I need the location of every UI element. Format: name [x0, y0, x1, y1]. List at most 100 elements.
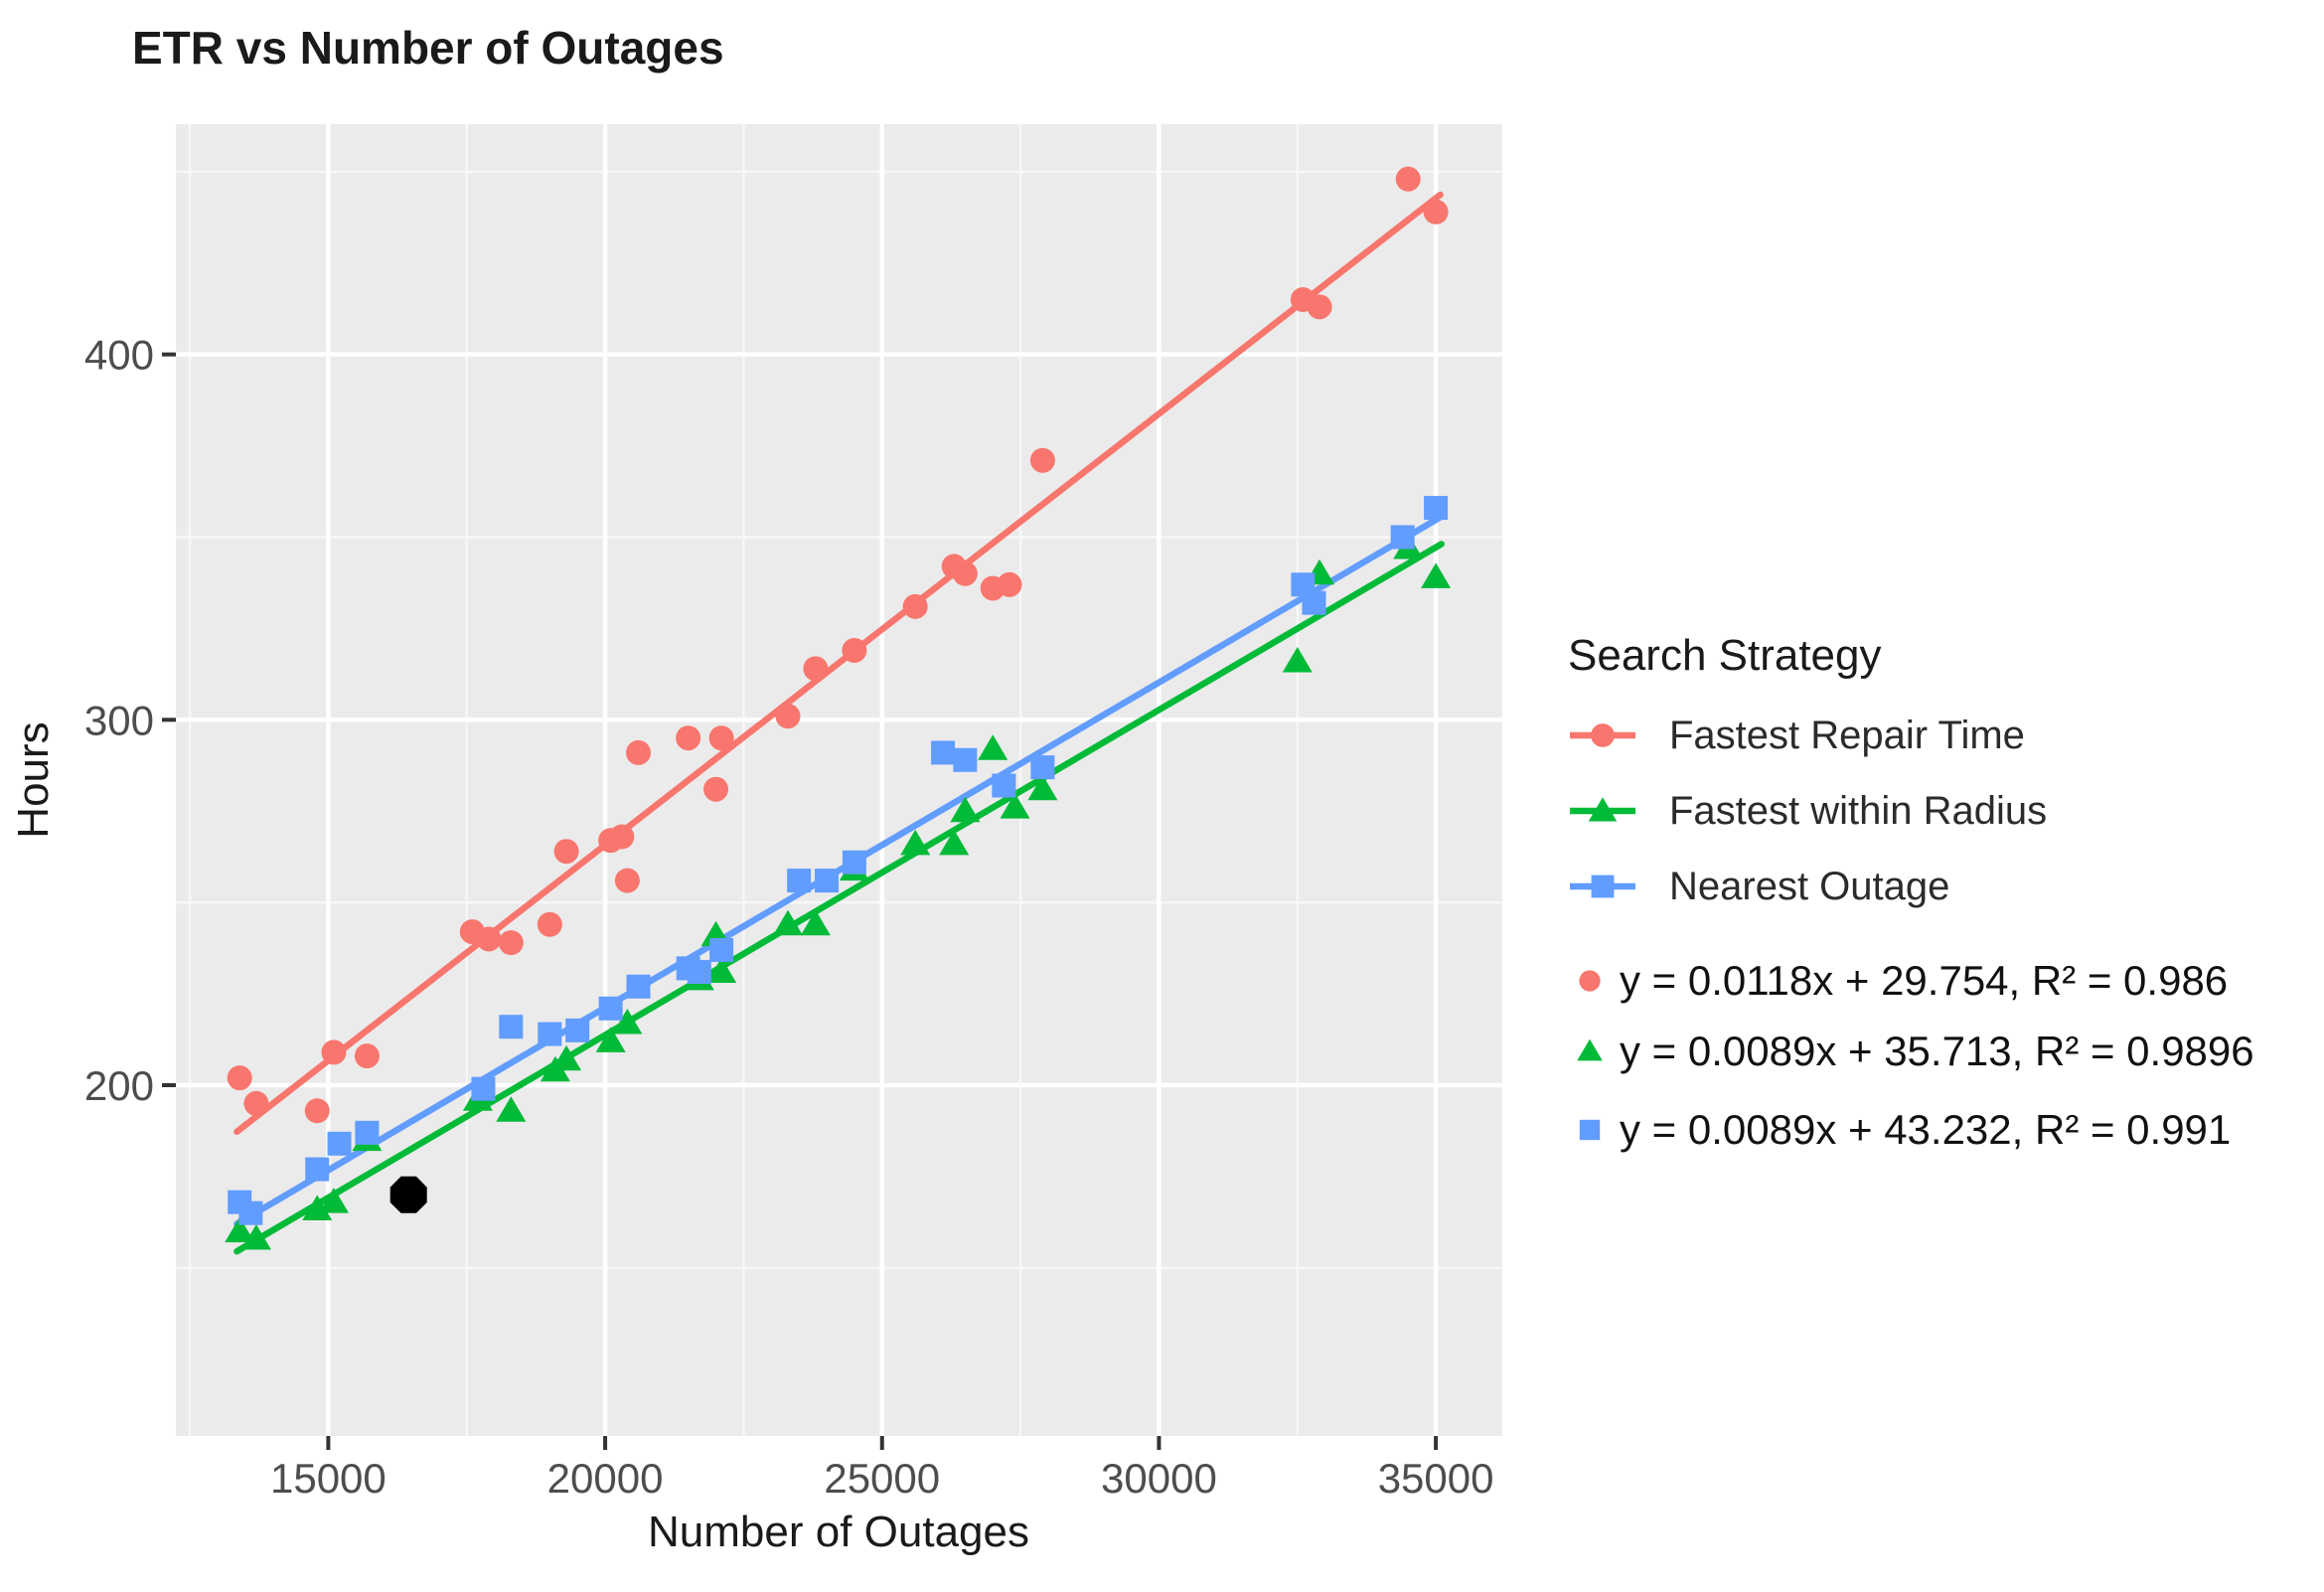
- triangle-marker: [772, 909, 803, 936]
- triangle-marker: [318, 1188, 349, 1213]
- square-marker: [238, 1200, 263, 1225]
- equation-marker-square: [1579, 1119, 1601, 1141]
- triangle-marker: [551, 1044, 582, 1071]
- triangle-marker: [800, 909, 831, 936]
- legend-item: Fastest Repair Time: [1568, 714, 2025, 757]
- equation-row: y = 0.0118x + 29.754, R² = 0.986: [1568, 957, 2229, 1004]
- circle-marker: [1579, 970, 1601, 992]
- x-tick-label: 15000: [270, 1455, 387, 1502]
- square-marker: [598, 996, 623, 1021]
- circle-marker: [243, 1090, 269, 1116]
- square-marker: [565, 1018, 590, 1042]
- triangle-marker: [1588, 797, 1618, 822]
- circle-marker: [304, 1098, 330, 1124]
- highlight-point: [389, 1176, 427, 1213]
- trend-line: [233, 541, 1445, 1255]
- circle-marker: [553, 839, 579, 865]
- square-marker: [787, 869, 812, 893]
- circle-marker: [354, 1043, 380, 1069]
- square-marker: [992, 773, 1016, 798]
- circle-marker: [227, 1065, 252, 1091]
- legend-item-label: Nearest Outage: [1669, 864, 1950, 908]
- square-marker: [815, 869, 840, 893]
- square-marker: [953, 747, 978, 772]
- square-marker: [1424, 496, 1449, 521]
- y-axis-title: Hours: [9, 721, 58, 838]
- trend-line: [233, 513, 1445, 1227]
- circle-marker: [775, 704, 801, 729]
- legend-title: Search Strategy: [1568, 631, 1882, 680]
- triangle-marker: [706, 957, 737, 984]
- trend-lines: [233, 191, 1445, 1255]
- triangle-marker: [302, 1194, 333, 1221]
- circle-marker: [842, 637, 867, 663]
- square-marker: [842, 850, 866, 875]
- circle-marker: [952, 560, 978, 586]
- circle-marker: [902, 593, 928, 619]
- legend-key-square: [1570, 875, 1635, 898]
- legend-item-label: Fastest within Radius: [1669, 788, 2048, 833]
- triangle-marker: [1421, 562, 1452, 588]
- legend-item: Nearest Outage: [1568, 865, 1949, 908]
- circle-marker: [321, 1039, 347, 1065]
- circle-marker: [476, 926, 502, 952]
- triangle-marker: [1027, 774, 1058, 801]
- legend-item: Fastest within Radius: [1568, 789, 2047, 833]
- legend-key-triangle: [1570, 797, 1635, 822]
- equation-row: y = 0.0089x + 43.232, R² = 0.991: [1568, 1106, 2231, 1153]
- triangle-marker: [240, 1223, 271, 1250]
- triangle-marker: [1000, 793, 1030, 819]
- axis-ticks: 15000 20000 25000 30000 35000 200 300 400: [84, 332, 1494, 1502]
- series-points: [228, 496, 1449, 1225]
- chart-title: ETR vs Number of Outages: [132, 22, 724, 74]
- circle-marker: [626, 739, 652, 765]
- circle-marker: [803, 656, 829, 682]
- square-marker: [327, 1131, 352, 1156]
- series-points: [227, 166, 1449, 1124]
- square-marker: [1390, 525, 1415, 550]
- triangle-marker: [1577, 1038, 1603, 1061]
- equation-row: y = 0.0089x + 35.713, R² = 0.9896: [1568, 1028, 2254, 1074]
- equation-marker-triangle: [1577, 1038, 1603, 1061]
- square-marker: [499, 1015, 524, 1039]
- equation-marker-circle: [1579, 970, 1601, 992]
- square-marker: [931, 740, 956, 765]
- square-marker: [1030, 755, 1055, 780]
- square-marker: [471, 1076, 496, 1101]
- circle-marker: [609, 824, 635, 850]
- circle-marker: [614, 868, 640, 893]
- triangle-marker: [950, 796, 981, 823]
- circle-marker: [997, 571, 1022, 597]
- x-tick-label: 35000: [1378, 1455, 1494, 1502]
- octagon-marker: [389, 1176, 427, 1213]
- triangle-marker: [978, 734, 1008, 760]
- square-marker: [355, 1120, 380, 1145]
- square-marker: [538, 1022, 562, 1046]
- circle-marker: [537, 911, 562, 937]
- trend-line: [233, 191, 1444, 1136]
- triangle-marker: [225, 1216, 255, 1243]
- y-tick-label: 200: [84, 1062, 154, 1109]
- triangle-marker: [1282, 647, 1313, 673]
- circle-marker: [708, 725, 734, 751]
- circle-marker: [703, 776, 729, 802]
- triangle-marker: [939, 829, 970, 856]
- triangle-marker: [595, 1027, 626, 1052]
- square-marker: [1302, 590, 1326, 615]
- equation-text: y = 0.0118x + 29.754, R² = 0.986: [1620, 957, 2229, 1004]
- plot-panel: [176, 124, 1502, 1436]
- x-tick-label: 25000: [824, 1455, 940, 1502]
- y-tick-label: 400: [84, 332, 154, 379]
- legend-key-circle: [1570, 723, 1635, 747]
- circle-marker: [1395, 166, 1421, 192]
- square-marker: [1591, 875, 1615, 898]
- x-tick-label: 20000: [547, 1455, 664, 1502]
- triangle-marker: [612, 1009, 643, 1035]
- circle-marker: [1029, 447, 1055, 473]
- square-marker: [1579, 1119, 1601, 1141]
- circle-marker: [676, 725, 701, 751]
- square-marker: [626, 974, 651, 999]
- circle-marker: [1423, 199, 1449, 225]
